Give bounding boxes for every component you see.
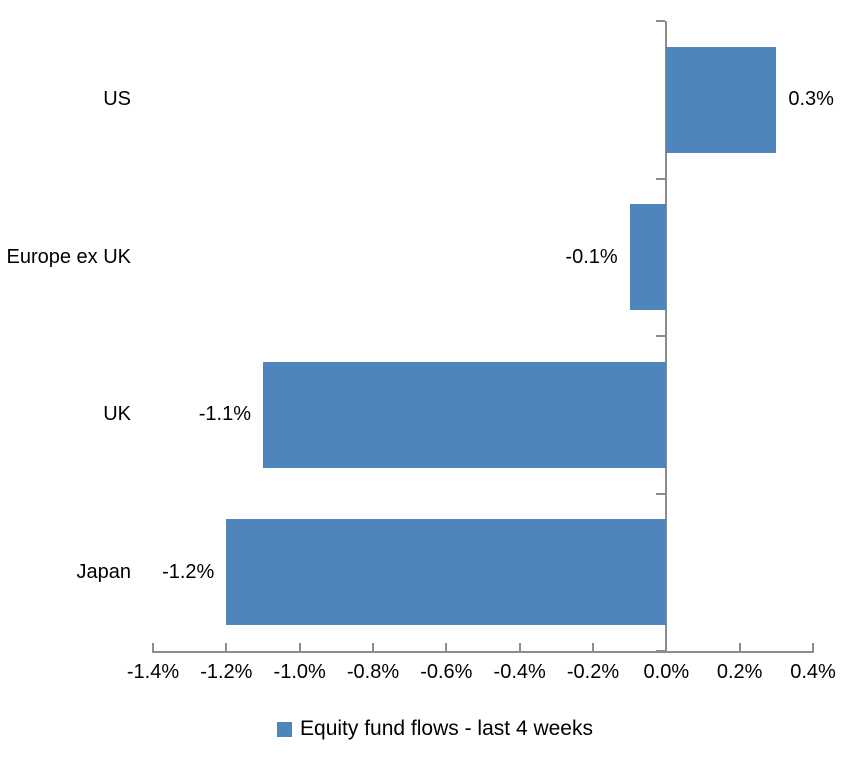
legend-label: Equity fund flows - last 4 weeks	[300, 717, 593, 740]
category-axis-tick	[656, 20, 666, 22]
x-axis-tick-label: 0.4%	[790, 661, 836, 683]
x-axis-tick	[738, 643, 741, 651]
x-axis-tick	[372, 643, 374, 651]
x-axis-tick	[445, 643, 448, 651]
x-axis-tick	[518, 643, 521, 651]
x-axis-tick	[225, 643, 228, 651]
x-axis-tick-label: -0.8%	[346, 661, 400, 683]
x-axis-tick-label: -0.4%	[493, 661, 546, 683]
data-label-japan: -1.2%	[162, 560, 215, 583]
category-axis-tick	[656, 335, 666, 337]
x-axis-tick-label: 0.0%	[643, 661, 690, 683]
category-axis-tick	[656, 492, 666, 495]
x-axis-tick-label: -0.6%	[420, 661, 473, 683]
x-axis-tick-label: -0.2%	[566, 661, 620, 683]
x-axis-tick-label: 0.2%	[716, 661, 763, 683]
legend-swatch	[277, 721, 293, 737]
x-axis-tick	[152, 643, 154, 651]
x-axis-tick	[665, 643, 668, 651]
zero-axis-line	[665, 21, 668, 653]
data-label-uk: -1.1%	[198, 403, 251, 426]
bar-japan	[226, 519, 667, 626]
legend: Equity fund flows - last 4 weeks	[0, 712, 852, 746]
x-axis-tick-label: -1.4%	[126, 661, 180, 683]
category-axis-tick	[656, 650, 666, 652]
bar-us	[666, 46, 777, 153]
data-label-europe-ex-uk: -0.1%	[565, 245, 618, 268]
category-label-us: US	[103, 88, 131, 111]
x-axis-tick-label: -1.0%	[273, 661, 326, 683]
x-axis-tick	[592, 643, 594, 651]
category-label-uk: UK	[103, 403, 131, 426]
bar-uk	[263, 361, 667, 468]
x-axis-line	[152, 651, 814, 653]
bar-europe-ex-uk	[629, 204, 667, 311]
x-axis-tick-label: -1.2%	[200, 661, 253, 683]
category-label-europe-ex-uk: Europe ex UK	[6, 245, 131, 268]
x-axis-tick	[812, 643, 814, 651]
category-label-japan: Japan	[76, 560, 132, 583]
data-label-us: 0.3%	[788, 88, 834, 111]
category-axis-tick	[656, 177, 666, 180]
x-axis-tick	[298, 643, 301, 651]
